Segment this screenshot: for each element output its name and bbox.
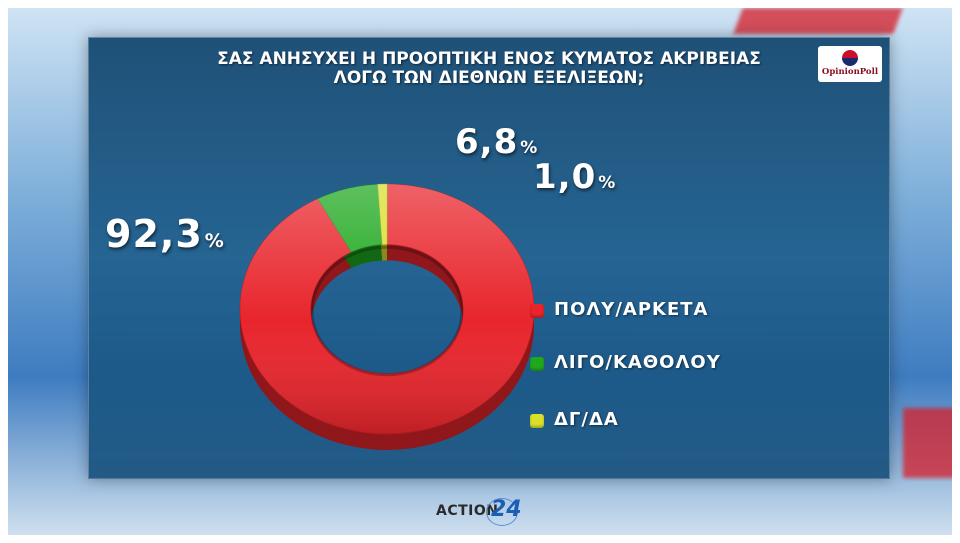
action24-logo: ACTION 24	[436, 495, 526, 529]
legend-swatch	[530, 304, 544, 318]
chart-title: ΣΑΣ ΑΝΗΣΥΧΕΙ Η ΠΡΟΟΠΤΙΚΗ ΕΝΟΣ ΚΥΜΑΤΟΣ ΑΚ…	[189, 50, 789, 88]
legend-swatch	[530, 414, 544, 428]
value-label-1-number: 6,8	[455, 122, 519, 162]
opinion-poll-logo: OpinionPoll	[818, 46, 882, 82]
action24-logo-text: ACTION	[436, 503, 499, 519]
value-label-2-number: 1,0	[533, 157, 597, 197]
legend-label: ΛΙΓΟ/ΚΑΘΟΛΟΥ	[554, 352, 721, 373]
value-label-2: 1,0%	[533, 157, 615, 197]
value-label-0-number: 92,3	[105, 212, 203, 256]
action24-logo-ring-icon	[486, 498, 518, 526]
percent-sign: %	[204, 230, 224, 252]
value-label-1: 6,8%	[455, 122, 537, 162]
chart-title-line: ΛΟΓΩ ΤΩΝ ΔΙΕΘΝΩΝ ΕΞΕΛΙΞΕΩΝ;	[333, 68, 645, 88]
donut-hole-edge	[310, 245, 464, 377]
legend-label: ΠΟΛΥ/ΑΡΚΕΤΑ	[554, 299, 709, 320]
value-label-0: 92,3%	[105, 212, 224, 256]
action24-logo-number: 24	[491, 497, 522, 522]
chart-title-line: ΣΑΣ ΑΝΗΣΥΧΕΙ Η ΠΡΟΟΠΤΙΚΗ ΕΝΟΣ ΚΥΜΑΤΟΣ ΑΚ…	[217, 49, 761, 69]
donut-gloss	[240, 184, 535, 434]
percent-sign: %	[520, 138, 538, 158]
background-red-accent	[903, 408, 952, 478]
logo-emblem-icon	[842, 50, 858, 66]
legend-swatch	[530, 357, 544, 371]
legend-label: ΔΓ/ΔΑ	[554, 409, 619, 430]
logo-text: OpinionPoll	[821, 67, 879, 77]
percent-sign: %	[598, 173, 616, 193]
